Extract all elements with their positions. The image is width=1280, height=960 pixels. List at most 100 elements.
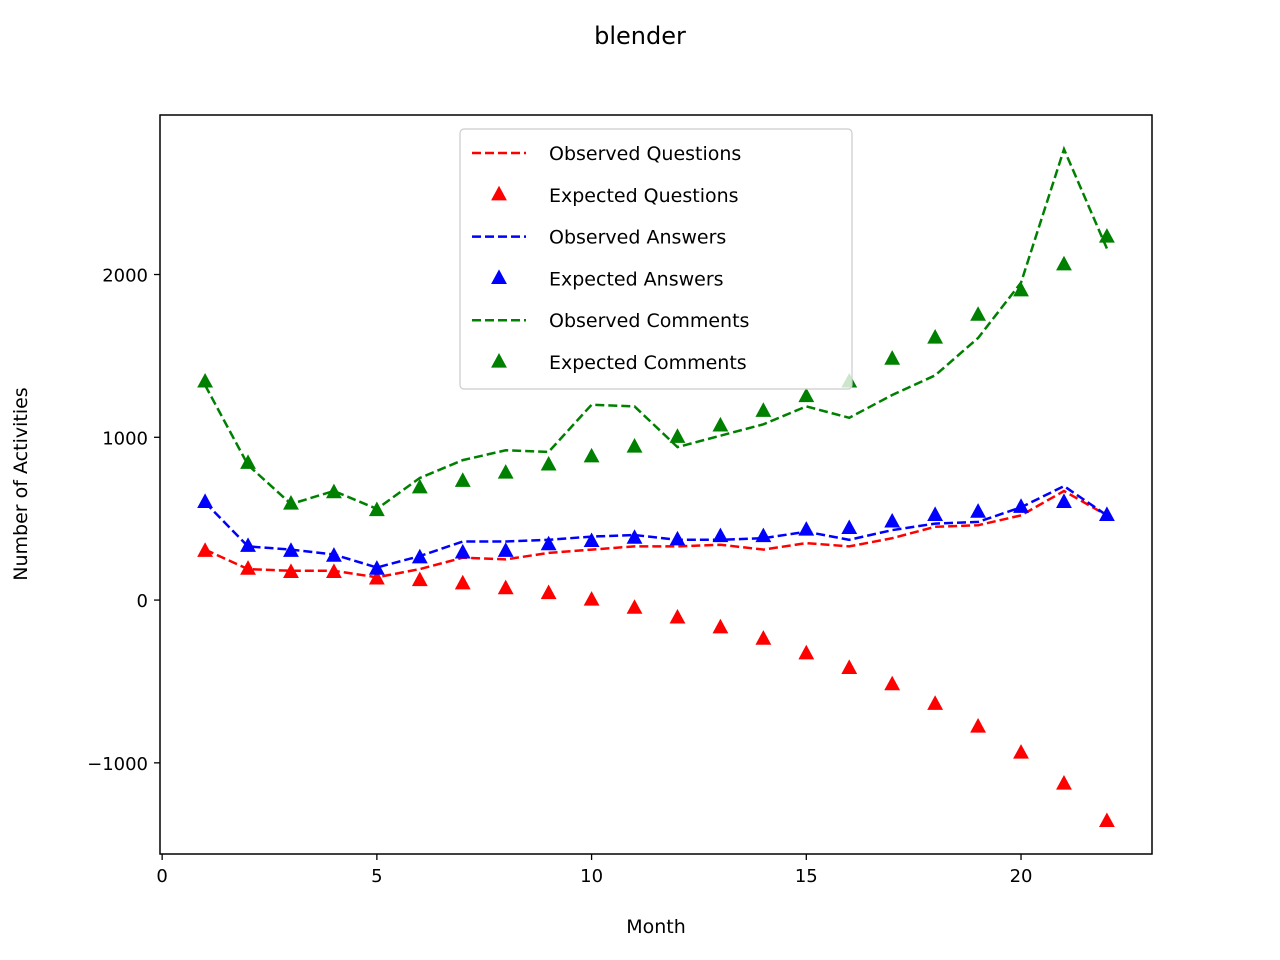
data-point bbox=[283, 563, 299, 578]
legend-item-1: Expected Questions bbox=[491, 185, 739, 207]
data-point bbox=[454, 472, 471, 487]
x-axis-ticks: 0 5 10 15 20 bbox=[156, 854, 1032, 887]
data-point bbox=[497, 542, 514, 557]
data-point bbox=[884, 675, 901, 691]
legend-item-3: Expected Answers bbox=[491, 268, 724, 290]
data-point bbox=[970, 503, 986, 518]
data-point bbox=[1013, 744, 1029, 759]
y-axis-ticks: −1000 0 1000 2000 bbox=[87, 266, 160, 775]
series-1 bbox=[197, 542, 1115, 828]
x-tick-label: 15 bbox=[795, 866, 818, 887]
legend-item-2: Observed Answers bbox=[472, 227, 726, 249]
legend-item-5: Expected Comments bbox=[491, 352, 747, 374]
y-tick-label: 2000 bbox=[102, 266, 148, 287]
y-axis-label: Number of Activities bbox=[10, 387, 32, 580]
data-point bbox=[497, 464, 514, 479]
legend-label: Observed Answers bbox=[549, 227, 726, 249]
data-point bbox=[927, 695, 944, 710]
data-point bbox=[283, 495, 299, 510]
series-2 bbox=[204, 484, 1108, 569]
data-point bbox=[755, 630, 772, 645]
data-point bbox=[583, 591, 600, 606]
data-point bbox=[326, 547, 342, 562]
data-point bbox=[669, 428, 686, 443]
x-axis-label: Month bbox=[626, 916, 686, 938]
chart-title: blender bbox=[594, 22, 686, 50]
legend-box bbox=[459, 128, 853, 390]
legend-marker-swatch bbox=[491, 353, 507, 368]
series-4 bbox=[203, 145, 1109, 511]
series-3 bbox=[197, 493, 1115, 575]
data-point bbox=[755, 527, 772, 543]
data-point bbox=[240, 454, 256, 469]
data-point bbox=[368, 569, 385, 585]
data-point bbox=[841, 659, 858, 675]
data-point bbox=[1056, 775, 1072, 790]
data-point bbox=[970, 718, 986, 733]
data-point bbox=[1098, 506, 1115, 522]
data-point bbox=[927, 506, 944, 522]
data-point bbox=[454, 574, 471, 590]
legend-label: Expected Comments bbox=[549, 352, 747, 374]
data-point bbox=[970, 306, 986, 321]
data-point bbox=[368, 501, 385, 517]
series-0 bbox=[204, 489, 1108, 579]
data-point bbox=[283, 542, 299, 557]
data-point bbox=[368, 560, 385, 575]
data-point bbox=[540, 584, 557, 600]
data-point bbox=[583, 447, 600, 463]
legend-label: Observed Questions bbox=[549, 143, 741, 165]
data-point bbox=[497, 579, 514, 595]
series-line bbox=[203, 145, 1109, 511]
data-point bbox=[411, 571, 428, 587]
data-point bbox=[1098, 228, 1115, 243]
data-point bbox=[197, 542, 214, 557]
y-tick-label: 0 bbox=[137, 591, 148, 612]
legend-label: Expected Answers bbox=[549, 268, 724, 290]
x-tick-label: 10 bbox=[580, 866, 603, 887]
legend-item-0: Observed Questions bbox=[472, 143, 741, 165]
data-point bbox=[1056, 493, 1072, 508]
legend-marker-swatch bbox=[491, 269, 507, 284]
series-line bbox=[204, 484, 1108, 569]
data-point bbox=[626, 438, 643, 453]
x-tick-label: 5 bbox=[371, 866, 382, 887]
data-point bbox=[197, 372, 214, 388]
data-point bbox=[540, 535, 557, 551]
data-point bbox=[540, 455, 557, 471]
series-layer bbox=[197, 145, 1115, 828]
legend-marker-swatch bbox=[491, 185, 507, 201]
data-point bbox=[1056, 255, 1072, 271]
data-point bbox=[626, 529, 643, 544]
data-point bbox=[798, 521, 815, 536]
data-point bbox=[1013, 498, 1029, 513]
data-point bbox=[884, 350, 901, 365]
data-point bbox=[626, 599, 643, 614]
y-tick-label: 1000 bbox=[102, 428, 148, 449]
data-point bbox=[326, 483, 342, 499]
legend: Observed Questions Expected Questions Obse… bbox=[459, 128, 853, 390]
data-point bbox=[712, 618, 729, 634]
data-point bbox=[326, 563, 342, 578]
data-point bbox=[841, 519, 858, 535]
legend-label: Expected Questions bbox=[549, 185, 739, 207]
data-point bbox=[669, 608, 686, 624]
y-tick-label: −1000 bbox=[87, 754, 148, 775]
x-tick-label: 0 bbox=[156, 866, 167, 887]
data-point bbox=[583, 532, 600, 548]
x-tick-label: 20 bbox=[1010, 866, 1033, 887]
legend-item-4: Observed Comments bbox=[472, 310, 749, 332]
data-point bbox=[712, 527, 729, 543]
data-point bbox=[1098, 812, 1115, 828]
data-point bbox=[755, 402, 772, 417]
data-point bbox=[240, 560, 256, 575]
data-point bbox=[240, 537, 256, 552]
data-point bbox=[712, 416, 729, 432]
data-point bbox=[798, 644, 815, 660]
data-point bbox=[669, 530, 686, 546]
series-line bbox=[204, 489, 1108, 579]
data-point bbox=[454, 543, 471, 559]
data-point bbox=[411, 478, 428, 494]
data-point bbox=[884, 512, 901, 528]
